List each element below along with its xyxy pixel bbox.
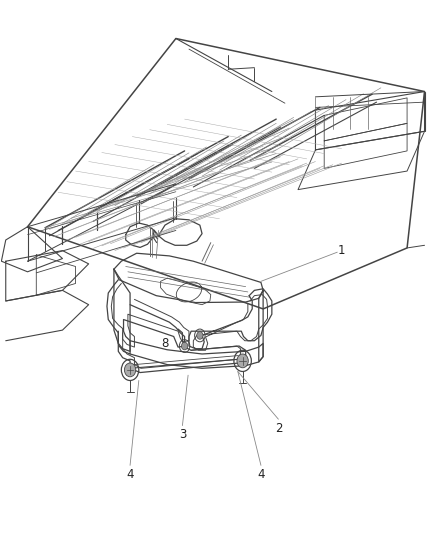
Text: 3: 3 — [178, 428, 186, 441]
Circle shape — [237, 354, 248, 368]
Text: 4: 4 — [126, 468, 134, 481]
Text: 4: 4 — [257, 468, 264, 481]
Circle shape — [124, 363, 135, 377]
Text: 8: 8 — [161, 337, 168, 350]
Circle shape — [196, 332, 202, 339]
Circle shape — [181, 342, 187, 350]
Text: 1: 1 — [337, 244, 345, 257]
Text: 2: 2 — [274, 422, 282, 435]
